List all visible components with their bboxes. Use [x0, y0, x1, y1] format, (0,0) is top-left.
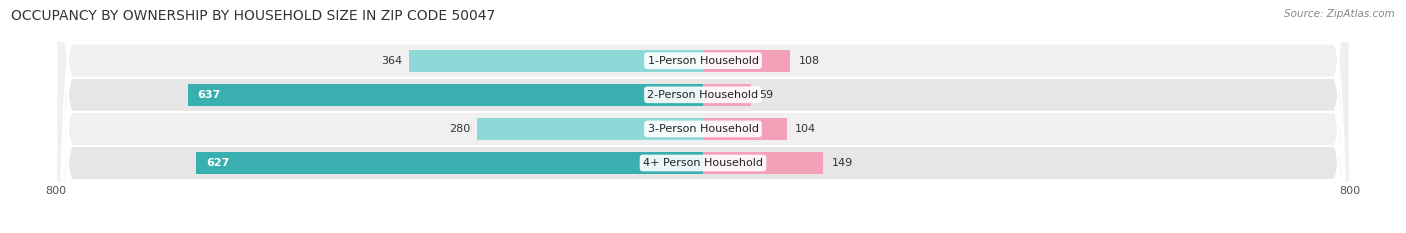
Bar — [703, 50, 790, 72]
FancyBboxPatch shape — [56, 0, 1350, 233]
Text: 149: 149 — [831, 158, 853, 168]
Bar — [188, 84, 703, 106]
Text: 364: 364 — [381, 56, 402, 66]
Text: 637: 637 — [198, 90, 221, 100]
Bar — [409, 50, 703, 72]
Text: Source: ZipAtlas.com: Source: ZipAtlas.com — [1284, 9, 1395, 19]
Text: 627: 627 — [205, 158, 229, 168]
Text: 3-Person Household: 3-Person Household — [648, 124, 758, 134]
Bar — [477, 118, 703, 140]
Bar — [703, 152, 824, 174]
Text: 2-Person Household: 2-Person Household — [647, 90, 759, 100]
Text: 1-Person Household: 1-Person Household — [648, 56, 758, 66]
Text: 104: 104 — [796, 124, 817, 134]
Text: 280: 280 — [449, 124, 470, 134]
Bar — [703, 84, 751, 106]
Text: OCCUPANCY BY OWNERSHIP BY HOUSEHOLD SIZE IN ZIP CODE 50047: OCCUPANCY BY OWNERSHIP BY HOUSEHOLD SIZE… — [11, 9, 495, 23]
FancyBboxPatch shape — [56, 0, 1350, 233]
Text: 59: 59 — [759, 90, 773, 100]
Bar — [195, 152, 703, 174]
FancyBboxPatch shape — [56, 0, 1350, 233]
FancyBboxPatch shape — [56, 0, 1350, 233]
Text: 108: 108 — [799, 56, 820, 66]
Bar — [703, 118, 787, 140]
Text: 4+ Person Household: 4+ Person Household — [643, 158, 763, 168]
